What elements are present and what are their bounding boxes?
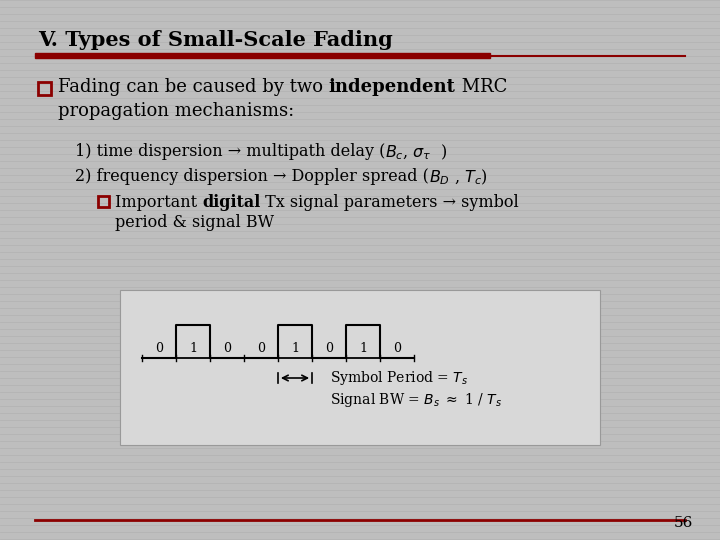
Text: 0: 0 [393,341,401,354]
Text: Tx signal parameters → symbol: Tx signal parameters → symbol [261,194,519,211]
Text: 0: 0 [325,341,333,354]
Text: 56: 56 [674,516,693,530]
Text: Signal BW = $B_s$ $\approx$ 1 / $T_s$: Signal BW = $B_s$ $\approx$ 1 / $T_s$ [330,391,503,409]
Text: V. Types of Small-Scale Fading: V. Types of Small-Scale Fading [38,30,392,50]
Bar [98,196,109,207]
Text: Fading can be caused by two: Fading can be caused by two [58,78,329,96]
Text: 1: 1 [359,341,367,354]
Text: period & signal BW: period & signal BW [115,214,274,231]
Text: 0: 0 [155,341,163,354]
Text: digital: digital [202,194,261,211]
Text: independent: independent [329,78,456,96]
Text: Important: Important [115,194,202,211]
Text: $B_c$, $\sigma_\tau$  ): $B_c$, $\sigma_\tau$ ) [385,143,448,163]
Text: Symbol Period = $T_s$: Symbol Period = $T_s$ [330,369,468,387]
Bar [38,82,51,95]
Text: 0: 0 [223,341,231,354]
Bar [35,53,490,58]
Text: $B_D$ , $T_c$): $B_D$ , $T_c$) [429,168,487,187]
Text: MRC: MRC [456,78,507,96]
Text: propagation mechanisms:: propagation mechanisms: [58,102,294,120]
Text: 1: 1 [291,341,299,354]
Text: 1) time dispersion → multipath delay (: 1) time dispersion → multipath delay ( [75,143,385,160]
Text: 0: 0 [257,341,265,354]
Bar [120,290,600,445]
Text: 1: 1 [189,341,197,354]
Text: 2) frequency dispersion → Doppler spread (: 2) frequency dispersion → Doppler spread… [75,168,429,185]
